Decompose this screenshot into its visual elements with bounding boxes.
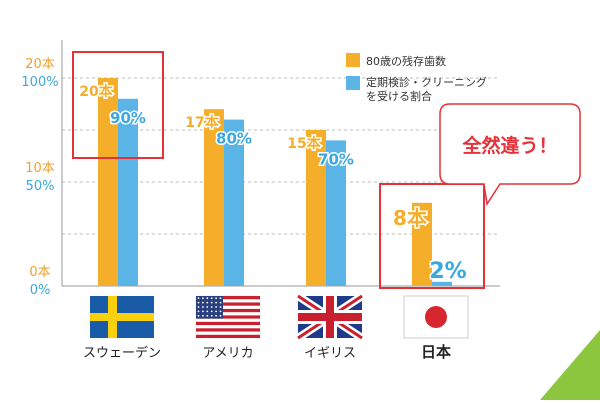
callout-text: 全然違う！ xyxy=(461,134,557,157)
bar-teeth xyxy=(412,202,432,286)
highlight-box-japan xyxy=(379,183,485,289)
category-labels: スウェーデン アメリカ イギリス 日本 xyxy=(83,343,451,361)
bar-teeth xyxy=(204,109,224,286)
bar-teeth xyxy=(306,130,326,286)
y-tick-teeth: 10本 xyxy=(25,161,55,176)
y-tick-percent: 100% xyxy=(21,75,58,90)
category-label: アメリカ xyxy=(202,346,253,361)
bar-checkup xyxy=(118,98,138,286)
callout-bubble xyxy=(439,103,581,207)
value-label-teeth: 20本 xyxy=(79,83,113,100)
usa-flag-icon xyxy=(195,295,261,339)
y-tick-percent: 50% xyxy=(26,179,55,194)
category-label: スウェーデン xyxy=(83,345,161,361)
sweden-flag-icon xyxy=(90,296,154,338)
legend-swatch-checkup xyxy=(346,76,360,90)
legend-swatch-teeth xyxy=(346,53,360,67)
highlight-box-sweden xyxy=(72,51,164,159)
value-label-checkup: 80% xyxy=(216,130,252,148)
bar-checkup xyxy=(224,119,244,286)
uk-flag-icon xyxy=(295,292,365,342)
value-label-teeth: 17本 xyxy=(185,114,219,131)
bar-teeth xyxy=(98,78,118,286)
value-label-teeth: 8本 xyxy=(393,206,427,230)
bar-checkup xyxy=(432,281,452,286)
value-label-teeth: 15本 xyxy=(287,135,321,152)
japan-flag-icon xyxy=(403,295,469,339)
legend-label-checkup: 定期検診・クリーニングを受ける割合 xyxy=(366,75,487,103)
value-label-checkup: 90% xyxy=(110,109,146,127)
category-label: イギリス xyxy=(304,346,356,361)
y-tick-teeth: 0本 xyxy=(29,265,50,280)
callout: 全然違う！ xyxy=(439,103,581,207)
bar-checkup xyxy=(326,140,346,286)
value-label-checkup: 70% xyxy=(318,150,354,168)
y-tick-teeth: 20本 xyxy=(25,57,55,72)
bars xyxy=(98,78,452,286)
value-label-checkup: 2% xyxy=(429,259,466,284)
flags xyxy=(90,292,469,342)
highlight-boxes xyxy=(72,51,485,289)
y-tick-percent: 0% xyxy=(30,283,51,298)
category-label: 日本 xyxy=(421,343,451,361)
legend-label-teeth: 80歳の残存歯数 xyxy=(366,54,446,68)
corner-accent-shape xyxy=(540,330,600,400)
